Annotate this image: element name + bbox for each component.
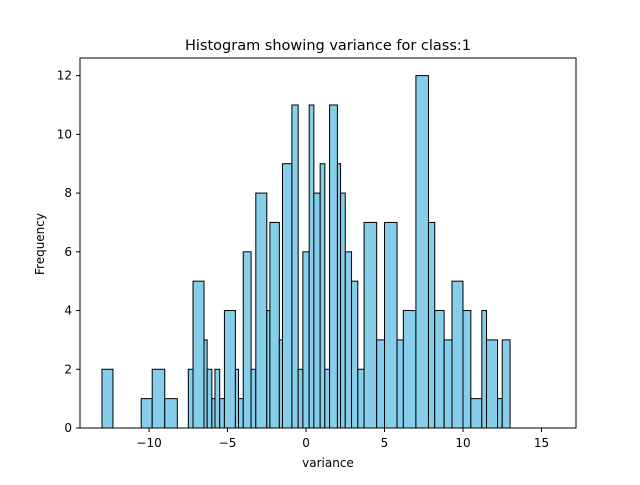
x-tick-label: 0	[302, 436, 310, 450]
histogram-bar	[451, 280, 464, 429]
histogram-bar	[351, 280, 359, 429]
histogram-bar	[313, 192, 321, 429]
histogram-bar	[324, 368, 331, 429]
y-tick-label: 2	[64, 362, 72, 376]
x-tick-label: 10	[455, 436, 470, 450]
histogram-bar	[443, 339, 453, 429]
x-tick-label: 5	[381, 436, 389, 450]
y-tick-label: 4	[64, 304, 72, 318]
histogram-bar	[434, 310, 445, 429]
histogram-bar	[376, 339, 386, 429]
histogram-bar	[219, 398, 225, 429]
histogram-bar	[269, 221, 280, 429]
histogram-bar	[481, 310, 488, 429]
histogram-bar	[329, 104, 338, 429]
y-tick-label: 8	[64, 186, 72, 200]
histogram-bar	[206, 368, 213, 429]
x-axis-label: variance	[302, 456, 354, 470]
histogram-bar	[291, 104, 299, 429]
histogram-bar	[501, 339, 511, 429]
y-tick-label: 10	[57, 127, 72, 141]
x-tick-label: −10	[136, 436, 161, 450]
histogram-bar	[140, 398, 153, 429]
histogram-bar	[357, 368, 365, 429]
histogram-bar	[192, 280, 205, 429]
y-tick-label: 6	[64, 245, 72, 259]
histogram-bar	[363, 221, 378, 429]
histogram-bar	[281, 163, 293, 429]
histogram-bar	[402, 310, 417, 429]
histogram-bar	[415, 75, 429, 429]
chart-title: Histogram showing variance for class:1	[185, 38, 471, 54]
x-tick-label: −5	[219, 436, 237, 450]
histogram-bar	[344, 251, 353, 429]
histogram-bar	[164, 398, 178, 429]
histogram-bar	[462, 310, 472, 429]
histogram-bar	[486, 339, 499, 429]
histogram-bar	[250, 368, 257, 429]
bars-group	[101, 75, 511, 429]
histogram-bar	[497, 398, 503, 429]
histogram-bar	[255, 192, 268, 429]
histogram-bar	[223, 310, 236, 429]
histogram-bar	[297, 368, 304, 429]
histogram-bar	[101, 368, 114, 429]
histogram-bar	[384, 221, 398, 429]
y-tick-label: 0	[64, 421, 72, 435]
histogram-bar	[214, 368, 221, 429]
histogram-bar	[470, 398, 483, 429]
histogram-bar	[151, 368, 166, 429]
histogram-bar	[308, 104, 315, 429]
axes-group: −10 −5 0 5 10 15 0 2 4 6 8 10 12	[57, 57, 577, 450]
plot-frame	[79, 57, 577, 429]
histogram-bar	[302, 251, 310, 429]
histogram-bar	[340, 192, 346, 429]
histogram-bar	[238, 398, 244, 429]
y-tick-label: 12	[57, 69, 72, 83]
histogram-bar	[242, 251, 252, 429]
x-tick-label: 15	[534, 436, 549, 450]
y-axis-label: Frequency	[33, 213, 47, 275]
histogram-bar	[187, 368, 194, 429]
histogram-bar	[319, 163, 326, 429]
histogram-bar	[396, 339, 404, 429]
histogram-bar	[427, 221, 436, 429]
